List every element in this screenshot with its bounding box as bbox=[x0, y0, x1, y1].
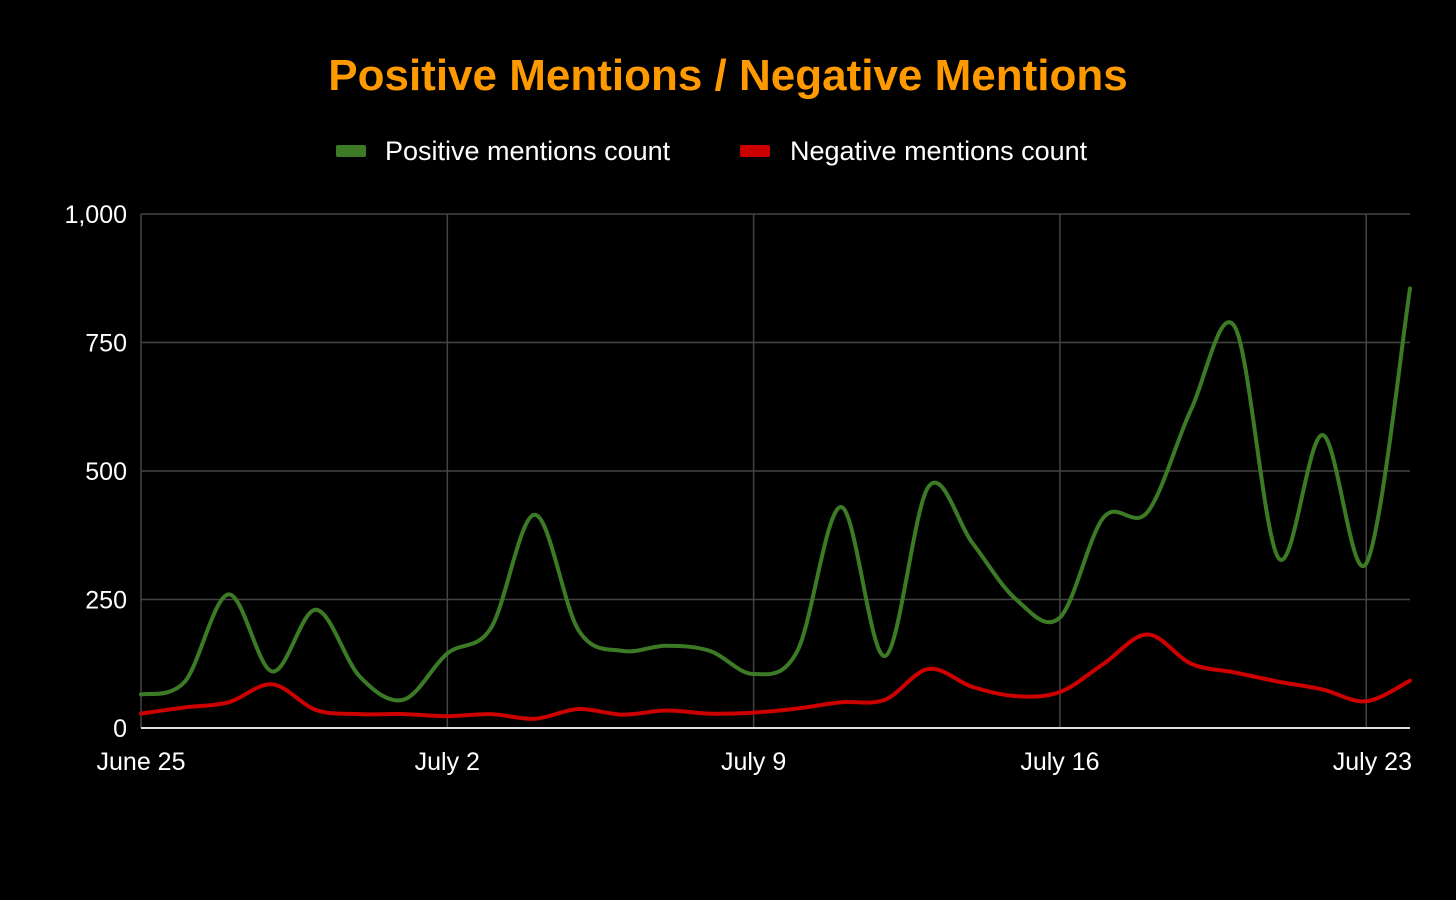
legend-swatch-positive bbox=[336, 145, 366, 157]
negative-mentions-line bbox=[139, 632, 1412, 721]
legend-label-positive: Positive mentions count bbox=[385, 136, 671, 166]
y-tick-label: 0 bbox=[113, 715, 127, 743]
x-tick-label: July 23 bbox=[1333, 748, 1412, 776]
grid bbox=[140, 213, 1410, 728]
positive-mentions-line bbox=[139, 286, 1412, 703]
y-tick-label: 500 bbox=[85, 458, 127, 486]
x-tick-label: July 16 bbox=[1020, 748, 1099, 776]
axes: 0 250 500 750 1,000 June 25 July 2 July 9 July 1… bbox=[64, 201, 1412, 776]
legend-label-negative: Negative mentions count bbox=[790, 136, 1088, 166]
legend: Positive mentions count Negative mention… bbox=[336, 136, 1088, 166]
y-tick-label: 750 bbox=[85, 330, 127, 358]
series-lines bbox=[139, 286, 1412, 721]
y-tick-label: 1,000 bbox=[64, 201, 127, 229]
x-tick-label: July 2 bbox=[415, 748, 480, 776]
y-tick-label: 250 bbox=[85, 587, 127, 615]
chart-title: Positive Mentions / Negative Mentions bbox=[328, 51, 1127, 100]
x-tick-label: July 9 bbox=[721, 748, 786, 776]
legend-swatch-negative bbox=[740, 145, 770, 157]
x-tick-label: June 25 bbox=[97, 748, 186, 776]
